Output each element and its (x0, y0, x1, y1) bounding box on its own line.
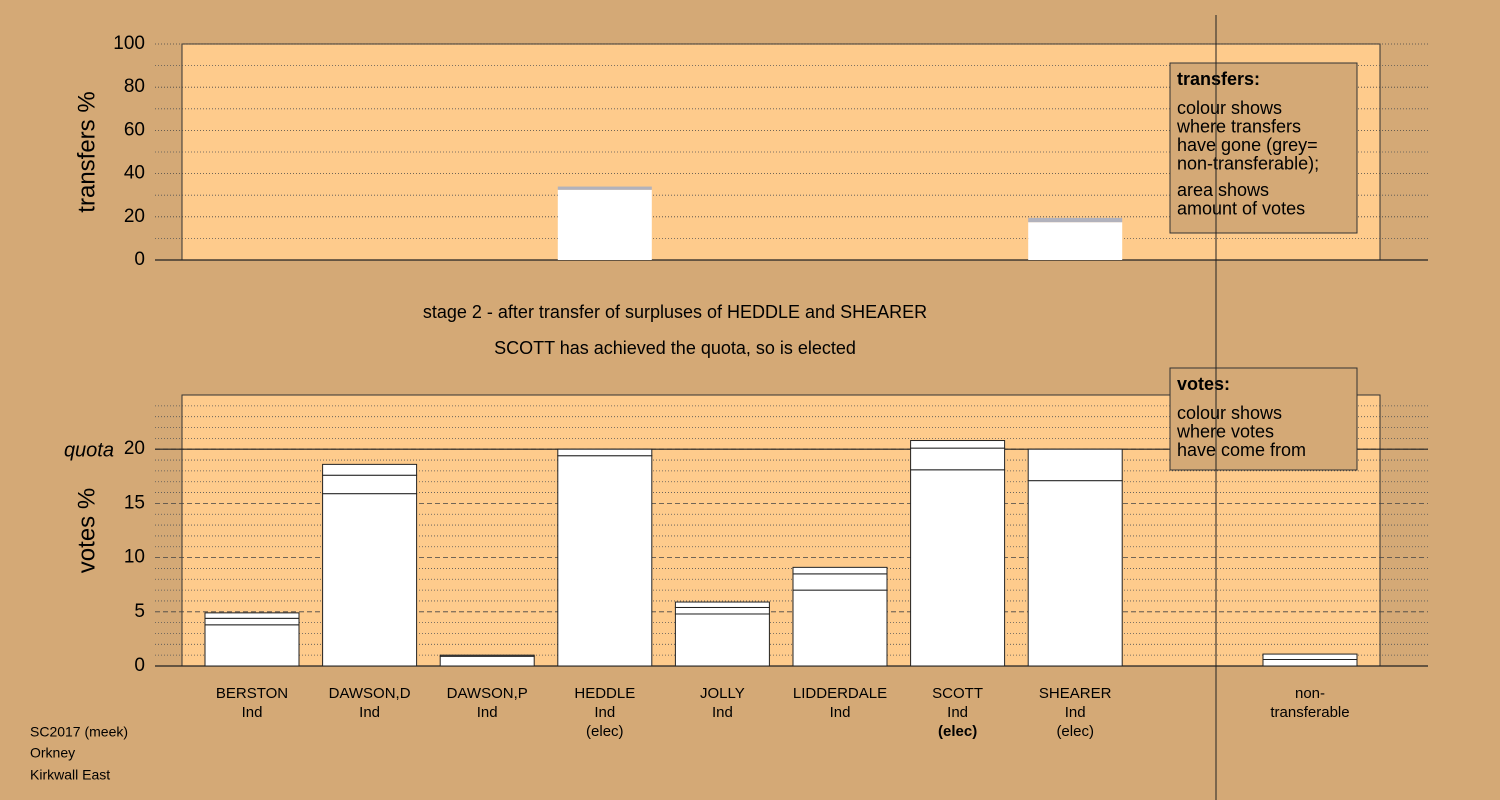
bar-segment (910, 440, 1006, 449)
bar-segment (439, 654, 535, 657)
bar-segment (557, 186, 652, 190)
bar-segment (322, 463, 418, 476)
bar-segment (557, 189, 652, 260)
legend-text: amount of votes (1177, 198, 1305, 218)
x-tick-label: Ind (242, 704, 263, 721)
bar-segment (439, 655, 535, 667)
x-tick-label: Ind (1065, 704, 1086, 721)
bar-segment (557, 455, 653, 667)
bar-segment (792, 573, 888, 591)
legend-title: transfers: (1177, 69, 1260, 89)
y-tick-label: 0 (134, 249, 145, 270)
y-axis-label: transfers % (73, 91, 100, 212)
legend-box (1169, 367, 1358, 471)
x-tick-label: (elec) (586, 723, 624, 740)
x-tick-label: Ind (594, 704, 615, 721)
bar-segment (322, 493, 418, 667)
x-tick-label: transferable (1270, 704, 1349, 721)
bar-segment (204, 612, 300, 619)
bar-segment (910, 469, 1006, 667)
y-tick-label: 20 (124, 438, 145, 459)
x-tick-label: Ind (477, 704, 498, 721)
footer-line: Orkney (30, 745, 75, 761)
x-tick-label: DAWSON,D (329, 685, 411, 702)
bar-segment (1028, 217, 1123, 223)
x-tick-label: non- (1295, 685, 1325, 702)
x-tick-label: Ind (359, 704, 380, 721)
y-tick-label: 100 (113, 33, 145, 54)
bar-segment (674, 601, 770, 608)
legend-text: area shows (1177, 180, 1269, 200)
bar-segment (557, 448, 653, 457)
y-tick-label: 10 (124, 547, 145, 568)
legend-text: have come from (1177, 440, 1306, 460)
x-tick-label: Ind (830, 704, 851, 721)
y-axis-label: votes % (73, 488, 100, 573)
legend-text: colour shows (1177, 98, 1282, 118)
x-tick-label: BERSTON (216, 685, 288, 702)
y-tick-label: 0 (134, 655, 145, 676)
x-tick-label: DAWSON,P (447, 685, 528, 702)
bar-segment (204, 617, 300, 626)
bar-segment (322, 474, 418, 495)
y-tick-label: 15 (124, 492, 145, 513)
legend-text: non-transferable); (1177, 153, 1319, 173)
bar-segment (1262, 658, 1358, 667)
x-tick-label: Ind (712, 704, 733, 721)
bar-segment (674, 613, 770, 667)
bar-segment (204, 624, 300, 667)
x-tick-label: HEDDLE (574, 685, 635, 702)
x-tick-label: SHEARER (1039, 685, 1112, 702)
footer-line: Kirkwall East (30, 767, 110, 783)
bar-segment (1262, 653, 1358, 660)
footer-line: SC2017 (meek) (30, 724, 128, 740)
x-tick-label: JOLLY (700, 685, 745, 702)
bar-segment (1027, 480, 1123, 667)
legend-text: have gone (grey= (1177, 135, 1318, 155)
x-tick-label: LIDDERDALE (793, 685, 887, 702)
legend-text: where votes (1176, 421, 1274, 441)
legend-title: votes: (1177, 374, 1230, 394)
legend-box (1169, 62, 1358, 234)
bar-segment (674, 606, 770, 615)
quota-label: quota (64, 439, 114, 461)
x-tick-label: Ind (947, 704, 968, 721)
bar-segment (910, 447, 1006, 471)
stage-subtitle: SCOTT has achieved the quota, so is elec… (494, 338, 856, 358)
bar-segment (1028, 222, 1123, 260)
x-tick-label: (elec) (1056, 723, 1094, 740)
y-tick-label: 80 (124, 76, 145, 97)
bar-segment (792, 566, 888, 575)
bar-segment (792, 589, 888, 667)
x-tick-label: SCOTT (932, 685, 983, 702)
legend-text: where transfers (1176, 116, 1301, 136)
y-tick-label: 60 (124, 119, 145, 140)
x-tick-label: (elec) (938, 723, 977, 740)
y-tick-label: 40 (124, 163, 145, 184)
bar-segment (1027, 448, 1123, 482)
y-tick-label: 20 (124, 206, 145, 227)
legend-text: colour shows (1177, 403, 1282, 423)
stage-title: stage 2 - after transfer of surpluses of… (423, 302, 927, 322)
y-tick-label: 5 (134, 601, 145, 622)
